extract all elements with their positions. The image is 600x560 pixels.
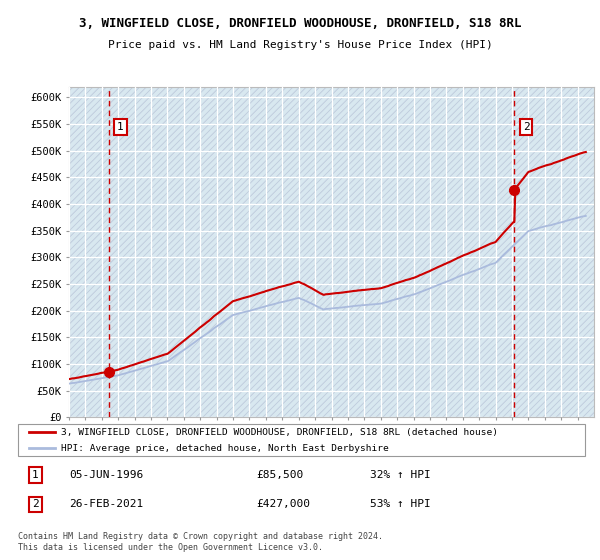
Text: £427,000: £427,000 [256, 500, 310, 510]
Text: 2: 2 [32, 500, 39, 510]
Text: 3, WINGFIELD CLOSE, DRONFIELD WOODHOUSE, DRONFIELD, S18 8RL (detached house): 3, WINGFIELD CLOSE, DRONFIELD WOODHOUSE,… [61, 427, 497, 437]
Text: HPI: Average price, detached house, North East Derbyshire: HPI: Average price, detached house, Nort… [61, 444, 388, 453]
Text: 26-FEB-2021: 26-FEB-2021 [69, 500, 143, 510]
Text: 32% ↑ HPI: 32% ↑ HPI [370, 470, 430, 480]
Text: 2: 2 [523, 122, 529, 132]
Text: 1: 1 [32, 470, 39, 480]
Text: Contains HM Land Registry data © Crown copyright and database right 2024.
This d: Contains HM Land Registry data © Crown c… [18, 533, 383, 552]
Text: 05-JUN-1996: 05-JUN-1996 [69, 470, 143, 480]
Text: 1: 1 [117, 122, 124, 132]
Text: 53% ↑ HPI: 53% ↑ HPI [370, 500, 430, 510]
Text: Price paid vs. HM Land Registry's House Price Index (HPI): Price paid vs. HM Land Registry's House … [107, 40, 493, 50]
FancyBboxPatch shape [18, 424, 585, 456]
Text: £85,500: £85,500 [256, 470, 304, 480]
Text: 3, WINGFIELD CLOSE, DRONFIELD WOODHOUSE, DRONFIELD, S18 8RL: 3, WINGFIELD CLOSE, DRONFIELD WOODHOUSE,… [79, 17, 521, 30]
